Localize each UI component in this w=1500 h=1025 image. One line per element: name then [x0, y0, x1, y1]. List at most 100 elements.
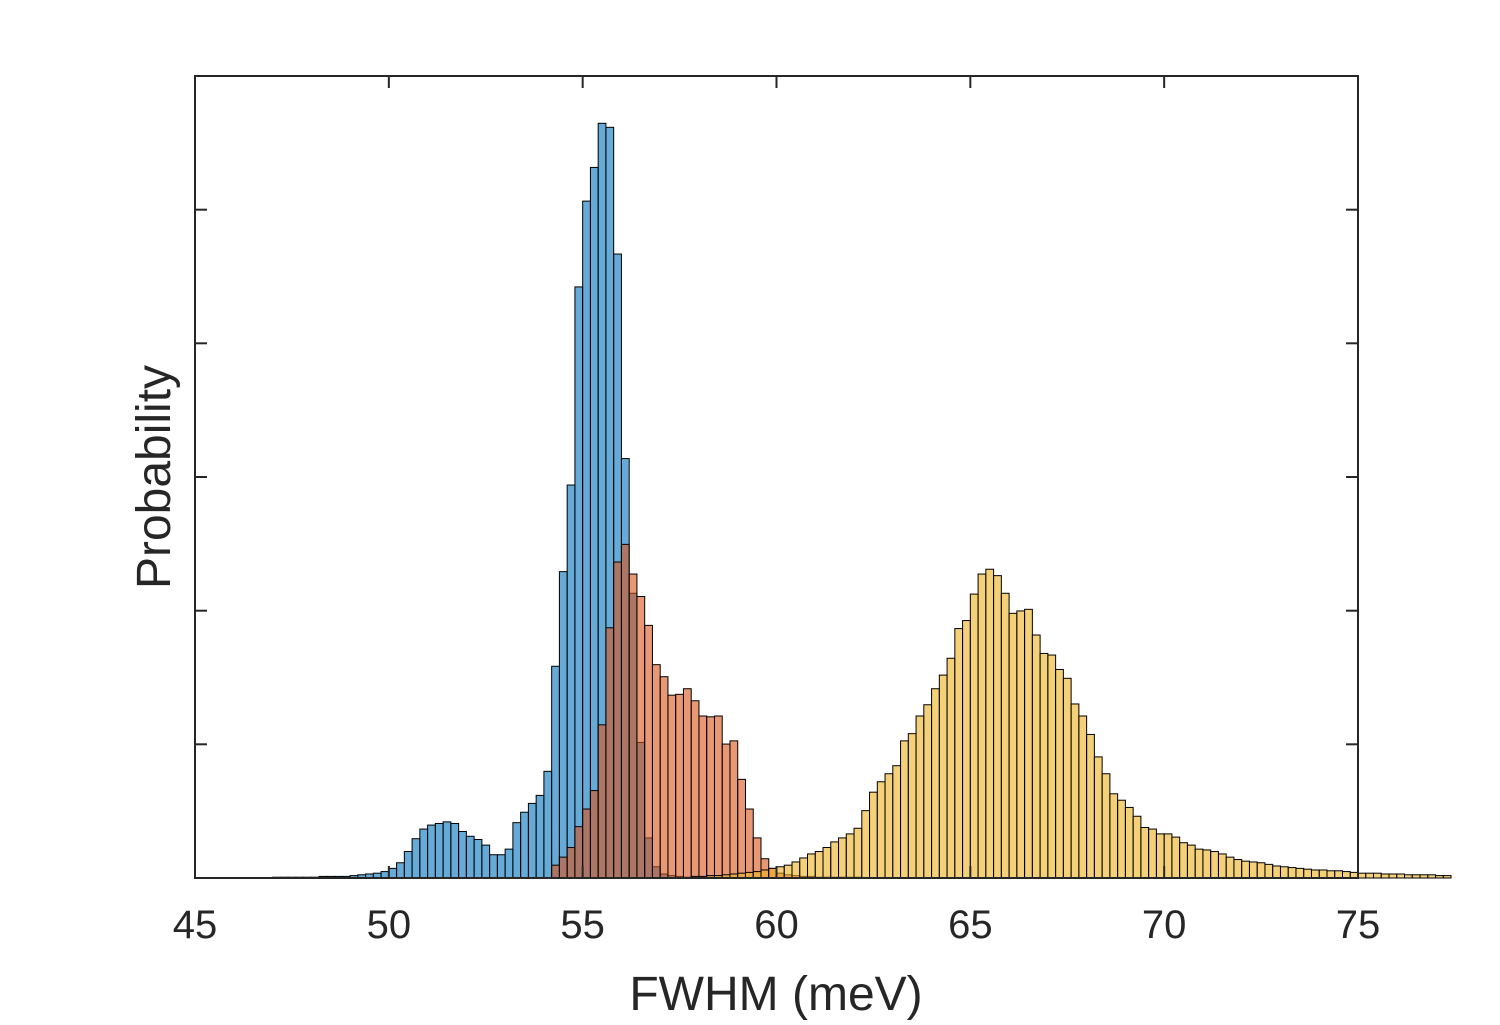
histogram-bar	[473, 839, 483, 879]
histogram-bar	[628, 573, 638, 879]
histogram-bar	[1132, 815, 1142, 879]
x-tick-label: 75	[1336, 903, 1381, 947]
histogram-bar	[915, 715, 925, 879]
histogram-bar	[1070, 703, 1080, 879]
histogram-bar	[613, 561, 622, 879]
histogram-bar	[1078, 715, 1088, 879]
histogram-bar	[907, 733, 917, 879]
histogram-bar	[1225, 856, 1235, 879]
histogram-bar	[1256, 862, 1266, 879]
histogram-bar	[620, 543, 630, 879]
histogram-bar	[1101, 773, 1111, 879]
histogram-bar	[744, 808, 754, 879]
histogram-bar	[1233, 859, 1243, 879]
histogram-bar	[938, 674, 948, 879]
histogram-bar	[721, 743, 731, 879]
histogram-bar	[1031, 634, 1041, 879]
histogram-bar	[636, 595, 646, 879]
histogram-bar	[450, 822, 460, 879]
histogram-bar	[1117, 799, 1126, 879]
histogram-bar	[659, 676, 669, 879]
histogram-bar	[791, 861, 801, 879]
histogram-bar	[388, 867, 398, 879]
histogram-bar	[566, 484, 576, 879]
histogram-bar	[682, 688, 692, 879]
histogram-bar	[442, 821, 452, 879]
histogram-bar	[900, 740, 909, 879]
histogram-bar	[675, 693, 684, 879]
histogram-bar	[597, 724, 607, 879]
histogram-bar	[1264, 863, 1274, 879]
histogram-bar	[465, 835, 475, 879]
histogram-bar	[605, 627, 615, 879]
histogram-bar	[543, 770, 553, 879]
histogram-bar	[427, 824, 436, 879]
histogram-bar	[1062, 677, 1072, 879]
histogram-bar	[582, 200, 591, 879]
histogram-bar	[1202, 849, 1212, 879]
histogram-bar	[931, 688, 940, 879]
histogram-bar	[783, 864, 793, 879]
histogram-bar	[845, 833, 855, 879]
histogram-bar	[1140, 826, 1150, 879]
histogram-bar	[1210, 851, 1219, 879]
histogram-bar	[1419, 874, 1429, 879]
histogram-bar	[1310, 869, 1320, 879]
histogram-bar	[1318, 869, 1328, 879]
histogram-bar	[1055, 668, 1064, 879]
histogram-bar	[481, 844, 491, 879]
histogram-bar	[690, 700, 700, 879]
histogram-bar	[1380, 873, 1390, 879]
histogram-bar	[884, 773, 894, 879]
histogram-bar	[1442, 875, 1452, 879]
histogram-bar	[1000, 592, 1010, 879]
histogram-bar	[396, 862, 405, 879]
histogram-bar	[1163, 833, 1173, 879]
histogram-bar	[489, 854, 498, 879]
histogram-bar	[1047, 654, 1057, 879]
histogram-bar	[558, 571, 568, 879]
histogram-bar	[403, 851, 413, 879]
histogram-bar	[1217, 853, 1227, 879]
histogram-bar	[667, 694, 677, 879]
x-tick-label: 55	[560, 903, 605, 947]
histogram-bar	[729, 740, 739, 879]
x-tick-label: 50	[367, 903, 412, 947]
histogram-bar	[892, 765, 902, 879]
histogram-bar	[574, 826, 584, 879]
histogram-bar	[1326, 870, 1336, 879]
histogram-bar	[977, 573, 987, 879]
x-tick-label: 60	[754, 903, 799, 947]
histogram-bar	[1093, 756, 1103, 879]
histogram-bar	[1016, 610, 1026, 879]
histogram-bar	[830, 841, 840, 879]
histogram-bar	[985, 568, 995, 879]
histogram-bar	[589, 790, 599, 879]
histogram-bar	[496, 854, 506, 879]
histogram-bar	[1148, 828, 1157, 879]
histogram-bar	[698, 715, 708, 879]
histogram-bar	[434, 822, 444, 879]
histogram-bar	[651, 664, 661, 879]
histogram-bar	[876, 781, 886, 879]
histogram-bar	[419, 828, 429, 879]
histogram-bar	[1373, 872, 1382, 879]
histogram-bar	[706, 716, 715, 879]
histogram-bar	[1186, 844, 1196, 879]
histogram-bar	[1248, 861, 1258, 879]
histogram-bar	[411, 838, 421, 879]
histogram-bar	[923, 704, 933, 879]
histogram-bar	[1357, 872, 1367, 879]
histogram-bar	[1155, 833, 1165, 879]
histogram-bar	[969, 593, 979, 879]
histogram-bar	[566, 847, 576, 879]
histogram-bar	[582, 808, 591, 879]
axis-ticks: 45 50 55 60 65 70 75	[173, 76, 1381, 947]
histogram-bar	[838, 837, 847, 879]
histogram-bar	[1008, 612, 1018, 879]
histogram-bar	[1179, 842, 1188, 879]
histogram-bar	[1303, 868, 1312, 879]
histogram-bar	[993, 575, 1002, 879]
histogram-bar	[1365, 872, 1375, 879]
